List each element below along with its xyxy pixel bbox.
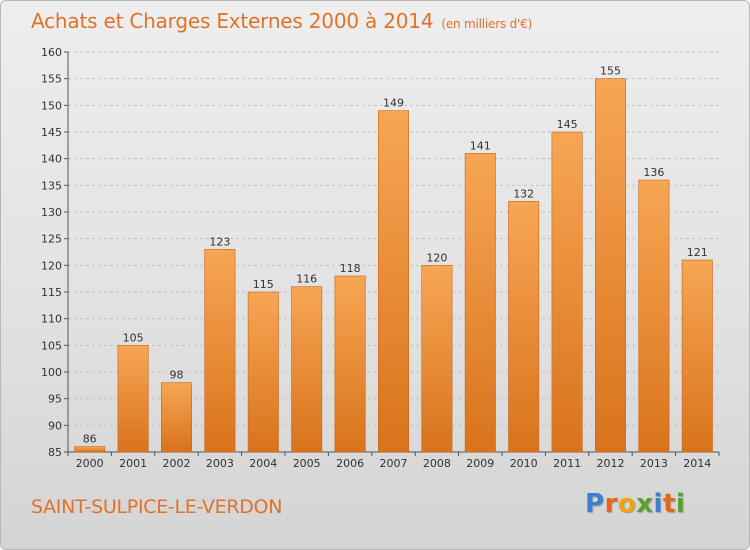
bar-2012 — [595, 78, 626, 453]
logo-letter: o — [617, 489, 637, 519]
y-tick-label: 150 — [41, 99, 62, 112]
chart-title-text: Achats et Charges Externes 2000 à 2014 — [31, 9, 434, 33]
value-label-2010: 132 — [513, 187, 534, 200]
bar-2009 — [464, 153, 496, 453]
x-tick-label-2004: 2004 — [249, 457, 277, 470]
bar-2013 — [638, 179, 670, 453]
y-tick-labels: 85 90 95 100 105 110 115 120 125 130 135 140 145 150 1… — [41, 46, 68, 459]
y-tick-label: 160 — [41, 46, 62, 59]
bar-2014 — [681, 259, 713, 453]
logo-letter: x — [636, 489, 654, 519]
value-label-2007: 149 — [383, 97, 404, 110]
x-tick-label-2003: 2003 — [206, 457, 234, 470]
y-tick-label: 115 — [41, 286, 62, 299]
y-tick-label: 155 — [41, 73, 62, 86]
commune-name: SAINT-SULPICE-LE-VERDON — [31, 496, 283, 518]
value-label-2005: 116 — [296, 273, 317, 286]
x-tick-label-2010: 2010 — [510, 457, 538, 470]
bar-2000 — [74, 446, 106, 453]
x-tick-label-2001: 2001 — [119, 457, 147, 470]
x-tick-label-2006: 2006 — [336, 457, 364, 470]
x-tick-label-2013: 2013 — [640, 457, 668, 470]
bar-2005 — [291, 286, 323, 453]
x-tick-label-2009: 2009 — [466, 457, 494, 470]
logo-letter: i — [675, 489, 686, 519]
value-label-2009: 141 — [470, 139, 491, 152]
x-tick-label-2008: 2008 — [423, 457, 451, 470]
value-label-2012: 155 — [600, 65, 621, 78]
logo-letter: t — [662, 489, 676, 519]
y-tick-label: 140 — [41, 153, 62, 166]
bar-2011 — [551, 131, 583, 453]
chart-unit: (en milliers d'€) — [441, 17, 533, 31]
value-label-2002: 98 — [170, 369, 184, 382]
y-tick-label: 120 — [41, 259, 62, 272]
x-tick-label-2007: 2007 — [380, 457, 408, 470]
x-tick-label-2002: 2002 — [163, 457, 191, 470]
y-tick-label: 145 — [41, 126, 62, 139]
bar-2004 — [247, 291, 279, 453]
y-tick-label: 95 — [48, 393, 62, 406]
y-tick-label: 105 — [41, 339, 62, 352]
bar-2008 — [421, 265, 453, 453]
bars — [74, 78, 713, 453]
y-tick-label: 90 — [48, 419, 62, 432]
y-tick-label: 110 — [41, 313, 62, 326]
logo-letter: r — [604, 489, 618, 519]
y-tick-label: 135 — [41, 179, 62, 192]
x-tick-label-2011: 2011 — [553, 457, 581, 470]
bar-2002 — [161, 382, 192, 453]
bar-2010 — [508, 201, 540, 453]
value-label-2001: 105 — [123, 331, 144, 344]
bar-2003 — [204, 249, 236, 453]
bar-2006 — [334, 275, 366, 453]
x-tick-label-2005: 2005 — [293, 457, 321, 470]
x-tick-label-2000: 2000 — [76, 457, 104, 470]
value-label-2008: 120 — [426, 251, 447, 264]
x-tick-label-2014: 2014 — [683, 457, 711, 470]
y-tick-label: 125 — [41, 233, 62, 246]
chart-title: Achats et Charges Externes 2000 à 2014 (e… — [31, 9, 532, 33]
value-label-2000: 86 — [83, 433, 97, 446]
value-label-2004: 115 — [253, 278, 274, 291]
y-tick-label: 100 — [41, 366, 62, 379]
logo-letter: P — [585, 489, 605, 519]
value-label-2006: 118 — [340, 262, 361, 275]
y-tick-label: 85 — [48, 446, 62, 459]
value-label-2003: 123 — [209, 235, 230, 248]
x-tick-labels: 2000 2001 2002 2003 2004 2005 2006 2007 2008 2009… — [67, 452, 720, 470]
proxiti-logo: Proxiti — [585, 489, 685, 519]
logo-letter: i — [653, 489, 663, 519]
bar-2007 — [378, 110, 409, 453]
bar-2001 — [117, 345, 149, 453]
y-tick-label: 130 — [41, 206, 62, 219]
value-labels: 86 105 98 123 115 116 118 149 120 141 132 145 155 136… — [83, 65, 708, 446]
value-label-2013: 136 — [643, 166, 664, 179]
x-tick-label-2012: 2012 — [597, 457, 625, 470]
value-label-2011: 145 — [557, 118, 578, 131]
value-label-2014: 121 — [687, 246, 708, 259]
